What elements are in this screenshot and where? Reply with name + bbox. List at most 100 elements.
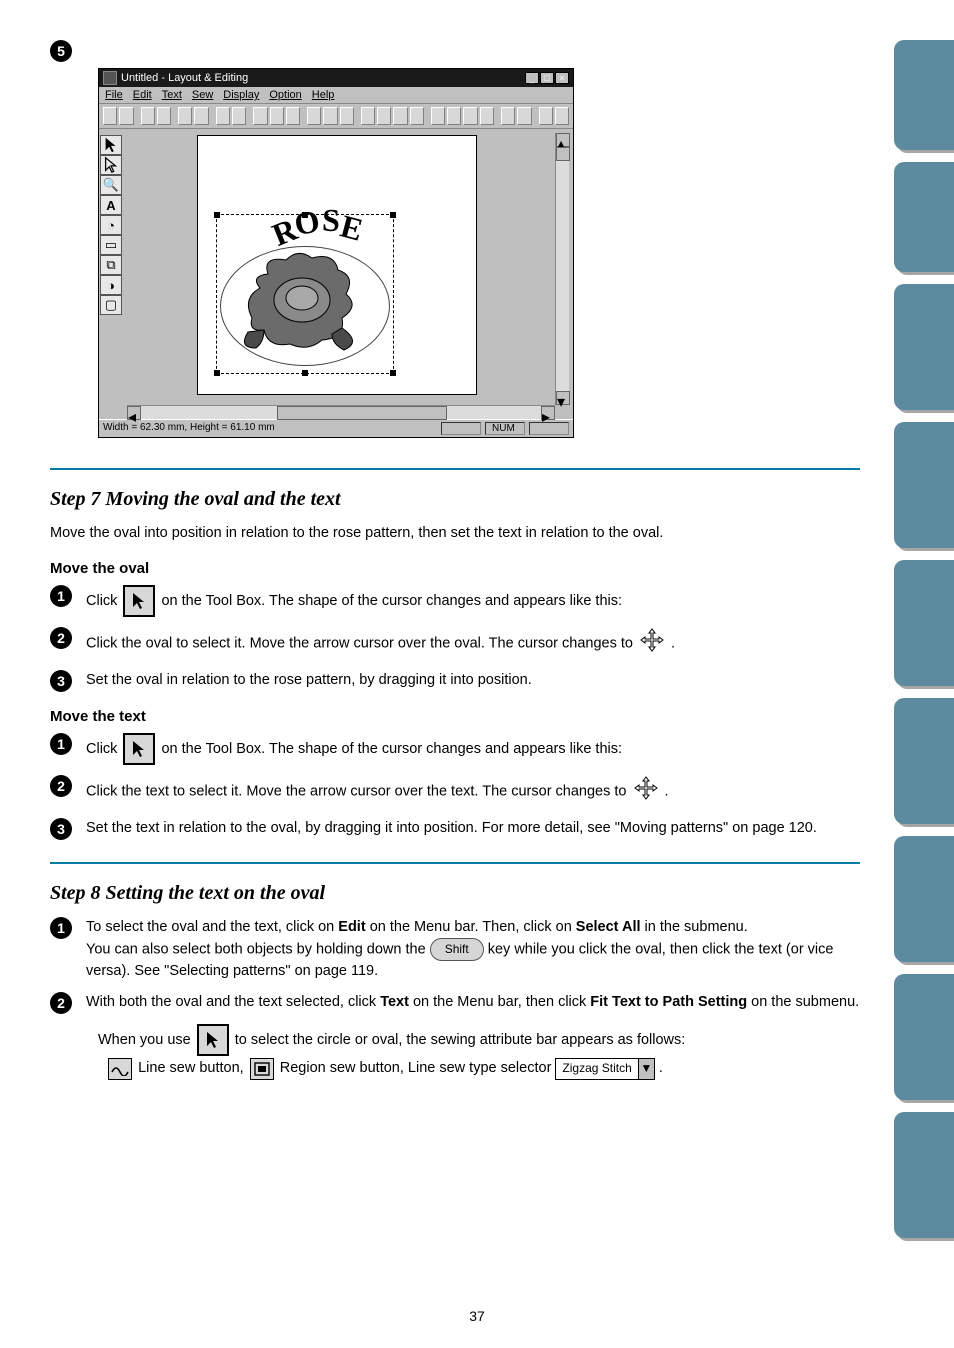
toolbar-button[interactable] [555, 107, 569, 125]
toolbar-button[interactable] [393, 107, 407, 125]
toolbar [99, 104, 573, 129]
selection-box [216, 214, 394, 374]
toolbar-button[interactable] [194, 107, 208, 125]
divider [50, 468, 860, 470]
substep-move-text: Move the text [50, 708, 860, 725]
move-cursor-icon [633, 775, 659, 808]
canvas-wrap: ROSE [127, 133, 569, 419]
step8-heading: Step 8 Setting the text on the oval [50, 882, 860, 905]
menu-text[interactable]: Text [162, 89, 182, 101]
tool-circle[interactable]: ◔ [100, 215, 122, 235]
toolbar-button[interactable] [431, 107, 445, 125]
toolbar-button[interactable] [361, 107, 375, 125]
tool-text[interactable]: A [100, 195, 122, 215]
step7a-2-text: Click the oval to select it. Move the ar… [86, 627, 860, 660]
toolbar-button[interactable] [253, 107, 267, 125]
tool-rect[interactable]: ▭ [100, 235, 122, 255]
status-num: NUM [485, 422, 525, 435]
toolbar-button[interactable] [307, 107, 321, 125]
toolbar-button[interactable] [323, 107, 337, 125]
tool-outline[interactable]: ⧉ [100, 255, 122, 275]
line-sew-type-selector[interactable]: Zigzag Stitch ▼ [555, 1058, 654, 1080]
side-tab[interactable] [894, 1112, 954, 1238]
toolbar-button[interactable] [501, 107, 515, 125]
select-tool-icon [197, 1024, 229, 1056]
design-canvas[interactable]: ROSE [197, 135, 477, 395]
horizontal-scrollbar[interactable]: ◂ ▸ [127, 405, 555, 419]
bullet-2b: 2 [50, 775, 72, 797]
status-bar: Width = 62.30 mm, Height = 61.10 mm NUM [99, 419, 573, 437]
side-tab[interactable] [894, 40, 954, 150]
status-dimensions: Width = 62.30 mm, Height = 61.10 mm [103, 422, 437, 435]
select-tool-icon [123, 733, 155, 765]
region-sew-icon [250, 1058, 274, 1080]
toolbar-button[interactable] [463, 107, 477, 125]
close-button[interactable]: × [555, 72, 569, 84]
work-area: 🔍 A ◔ ▭ ⧉ ◑ ▢ ROSE [99, 129, 573, 419]
toolbar-button[interactable] [232, 107, 246, 125]
step8-1-text: To select the oval and the text, click o… [86, 917, 860, 982]
step-number-5: 5 [50, 40, 72, 62]
chevron-down-icon: ▼ [638, 1059, 654, 1079]
step7a-3-text: Set the oval in relation to the rose pat… [86, 670, 860, 691]
toolbar-button[interactable] [447, 107, 461, 125]
tool-edit-point[interactable] [100, 155, 122, 175]
menu-help[interactable]: Help [312, 89, 335, 101]
toolbar-button[interactable] [216, 107, 230, 125]
bullet-1c: 1 [50, 917, 72, 939]
toolbar-button[interactable] [141, 107, 155, 125]
tool-select[interactable] [100, 135, 122, 155]
bullet-3b: 3 [50, 818, 72, 840]
toolbar-button[interactable] [539, 107, 553, 125]
step7-heading: Step 7 Moving the oval and the text [50, 488, 860, 511]
toolbar-button[interactable] [377, 107, 391, 125]
window-title: Untitled - Layout & Editing [121, 72, 248, 84]
step8-heading-text: Step 8 Setting the text on the oval [50, 882, 325, 904]
menu-option[interactable]: Option [269, 89, 301, 101]
toolbar-button[interactable] [286, 107, 300, 125]
toolbar-button[interactable] [410, 107, 424, 125]
divider [50, 862, 860, 864]
toolbar-button[interactable] [517, 107, 531, 125]
menu-file[interactable]: File [105, 89, 123, 101]
shift-key: Shift [430, 938, 484, 961]
step7a-1-text: Click on the Tool Box. The shape of the … [86, 585, 860, 617]
bullet-3: 3 [50, 670, 72, 692]
select-tool-icon [123, 585, 155, 617]
status-cell [441, 422, 481, 435]
tool-zoom[interactable]: 🔍 [100, 175, 122, 195]
line-sew-icon [108, 1058, 132, 1080]
page-content: 5 Untitled - Layout & Editing _ □ × File… [50, 40, 860, 1081]
side-tab[interactable] [894, 560, 954, 686]
toolbar-button[interactable] [270, 107, 284, 125]
tool-box: 🔍 A ◔ ▭ ⧉ ◑ ▢ [99, 129, 123, 419]
menu-edit[interactable]: Edit [133, 89, 152, 101]
toolbar-button[interactable] [480, 107, 494, 125]
side-tab[interactable] [894, 836, 954, 962]
step7-heading-text: Step 7 Moving the oval and the text [50, 488, 341, 510]
side-tab[interactable] [894, 284, 954, 410]
side-tab[interactable] [894, 698, 954, 824]
side-tab[interactable] [894, 162, 954, 272]
tool-manual[interactable]: ◑ [100, 275, 122, 295]
step8-2-text: With both the oval and the text selected… [86, 992, 860, 1013]
side-tab[interactable] [894, 422, 954, 548]
maximize-button[interactable]: □ [540, 72, 554, 84]
page-number: 37 [469, 1308, 485, 1324]
menu-sew[interactable]: Sew [192, 89, 213, 101]
toolbar-button[interactable] [178, 107, 192, 125]
toolbar-button[interactable] [103, 107, 117, 125]
minimize-button[interactable]: _ [525, 72, 539, 84]
step8-flow-note: When you use to select the circle or ova… [98, 1024, 860, 1081]
tool-measure[interactable]: ▢ [100, 295, 122, 315]
menu-display[interactable]: Display [223, 89, 259, 101]
toolbar-button[interactable] [157, 107, 171, 125]
side-tab[interactable] [894, 974, 954, 1100]
window-titlebar: Untitled - Layout & Editing _ □ × [99, 69, 573, 87]
vertical-scrollbar[interactable]: ▴ ▾ [555, 133, 569, 405]
step7b-2-text: Click the text to select it. Move the ar… [86, 775, 860, 808]
toolbar-button[interactable] [119, 107, 133, 125]
bullet-1: 1 [50, 585, 72, 607]
bullet-2c: 2 [50, 992, 72, 1014]
toolbar-button[interactable] [340, 107, 354, 125]
